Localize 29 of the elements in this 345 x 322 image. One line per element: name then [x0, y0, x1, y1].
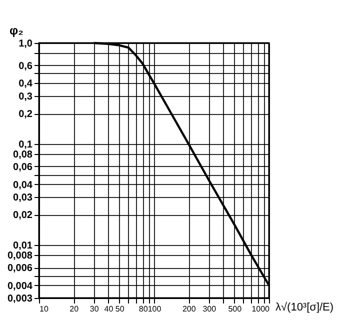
- x-tick-label: 30: [90, 304, 100, 314]
- y-tick-label: 0,008: [7, 250, 33, 262]
- x-tick-label: 50: [115, 304, 125, 314]
- x-tick-label: 80: [138, 304, 148, 314]
- y-tick-label: 0,006: [7, 263, 33, 274]
- y-tick-label: 0,3: [18, 91, 33, 102]
- y-tick-label: 1,0: [18, 38, 33, 50]
- y-tick-label: 0,1: [18, 140, 33, 151]
- y-tick-label: 0,01: [13, 240, 33, 252]
- y-tick-label: 0,08: [13, 149, 33, 160]
- y-axis-title: φ₂: [10, 24, 24, 38]
- x-tick-label: 500: [228, 304, 242, 314]
- x-tick-label: 10: [40, 304, 49, 314]
- y-tick-label: 0,4: [18, 78, 33, 90]
- y-tick-label: 0,004: [7, 280, 33, 292]
- x-axis-title: λ√(10³[σ]/E): [276, 302, 334, 314]
- x-tick-label: 20: [70, 304, 80, 314]
- y-tick-label: 0,04: [13, 180, 33, 191]
- y-tick-label: 0,003: [7, 294, 33, 304]
- x-tick-label: 300: [202, 304, 217, 314]
- y-tick-label: 0,06: [13, 162, 33, 173]
- y-tick-label: 0,03: [13, 192, 33, 204]
- y-tick-label: 0,6: [18, 60, 33, 72]
- x-tick-label: 40: [104, 304, 114, 314]
- y-tick-label: 0,02: [13, 210, 33, 222]
- x-tick-label: 100: [148, 304, 162, 314]
- x-tick-label: 200: [182, 304, 196, 314]
- x-tick-label: 1000: [252, 304, 270, 314]
- y-tick-label: 0,2: [18, 109, 33, 120]
